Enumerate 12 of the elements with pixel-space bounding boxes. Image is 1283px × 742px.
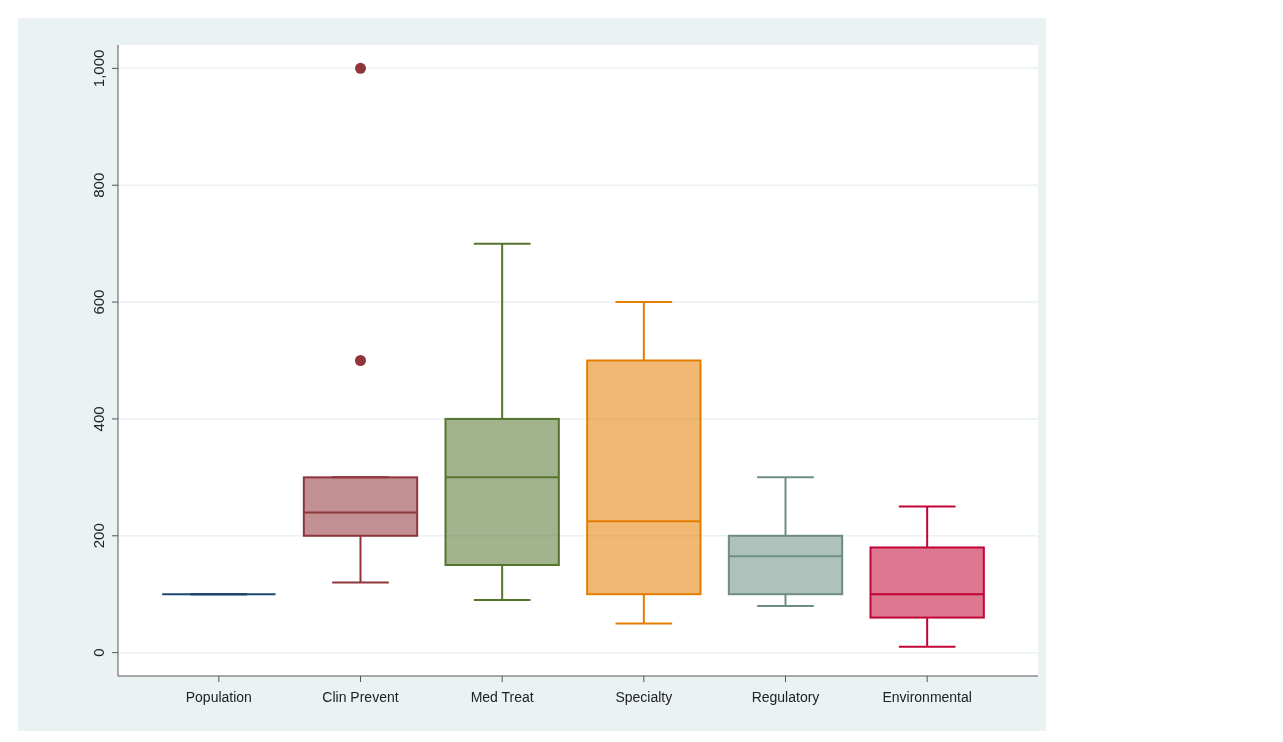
x-tick-label: Population: [185, 689, 252, 705]
y-tick-label: 200: [90, 523, 107, 549]
x-tick-label: Specialty: [615, 689, 673, 705]
x-tick-label: Med Treat: [470, 689, 534, 705]
y-tick-label: 800: [90, 172, 107, 198]
y-tick-label: 0: [90, 648, 107, 657]
y-tick-label: 1,000: [90, 49, 107, 88]
y-tick-label: 600: [90, 289, 107, 315]
x-tick-label: Environmental: [882, 689, 972, 705]
y-tick-label: 400: [90, 406, 107, 432]
x-tick-label: Clin Prevent: [322, 689, 399, 705]
x-tick-label: Regulatory: [751, 689, 820, 705]
